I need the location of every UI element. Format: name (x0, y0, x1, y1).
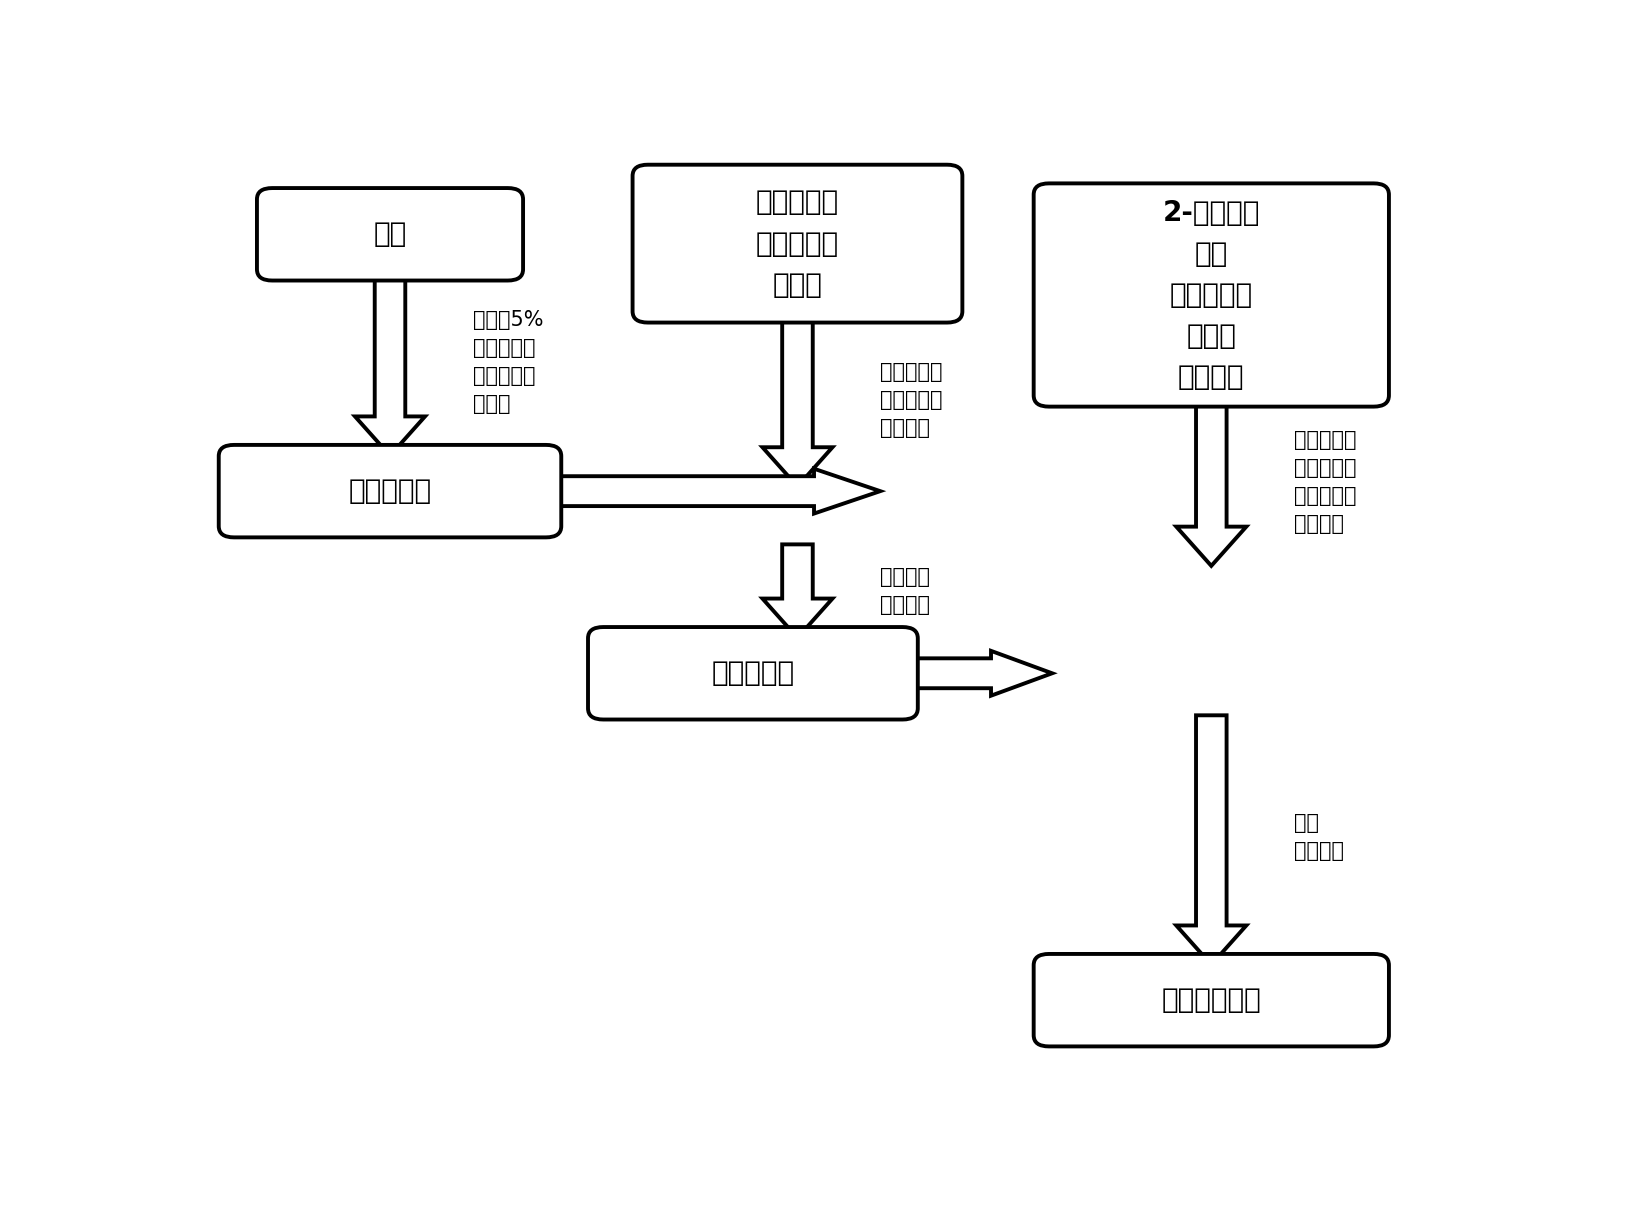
Text: 石墨化炭黑
聚四氟乙烯
异丙醇: 石墨化炭黑 聚四氟乙烯 异丙醇 (756, 188, 840, 298)
Text: 高速匀浆，
涂抹于气体
扩散层炭黑
一侧表面: 高速匀浆， 涂抹于气体 扩散层炭黑 一侧表面 (1295, 429, 1357, 534)
Polygon shape (905, 651, 1052, 696)
Text: 高速匀浆，
涂抹于疏水
性碳布上: 高速匀浆， 涂抹于疏水 性碳布上 (881, 361, 943, 438)
FancyBboxPatch shape (588, 627, 918, 719)
Text: 气体扩散电极: 气体扩散电极 (1162, 986, 1262, 1014)
FancyBboxPatch shape (633, 165, 963, 323)
Polygon shape (549, 468, 881, 513)
Polygon shape (762, 545, 833, 638)
FancyBboxPatch shape (1033, 183, 1388, 406)
Text: 2-乙基蒽醌
炭黑
聚四氟乙烯
异丙醇
去离子水: 2-乙基蒽醌 炭黑 聚四氟乙烯 异丙醇 去离子水 (1163, 199, 1260, 392)
FancyBboxPatch shape (256, 188, 522, 280)
Text: 高温煅烧
冷压成型: 高温煅烧 冷压成型 (881, 568, 930, 615)
Text: 气体扩散层: 气体扩散层 (711, 660, 795, 688)
Text: 碳布: 碳布 (373, 221, 406, 249)
Text: 浸泡于5%
聚四氟乙烯
乳液后烘干
，煅烧: 浸泡于5% 聚四氟乙烯 乳液后烘干 ，煅烧 (473, 311, 544, 415)
Polygon shape (1176, 716, 1247, 964)
FancyBboxPatch shape (219, 445, 562, 537)
Text: 烘干
热压成型: 烘干 热压成型 (1295, 813, 1344, 861)
FancyBboxPatch shape (1033, 953, 1388, 1047)
Text: 疏水性碳布: 疏水性碳布 (348, 477, 432, 505)
Polygon shape (762, 314, 833, 486)
Polygon shape (355, 269, 426, 456)
Polygon shape (1176, 397, 1247, 565)
